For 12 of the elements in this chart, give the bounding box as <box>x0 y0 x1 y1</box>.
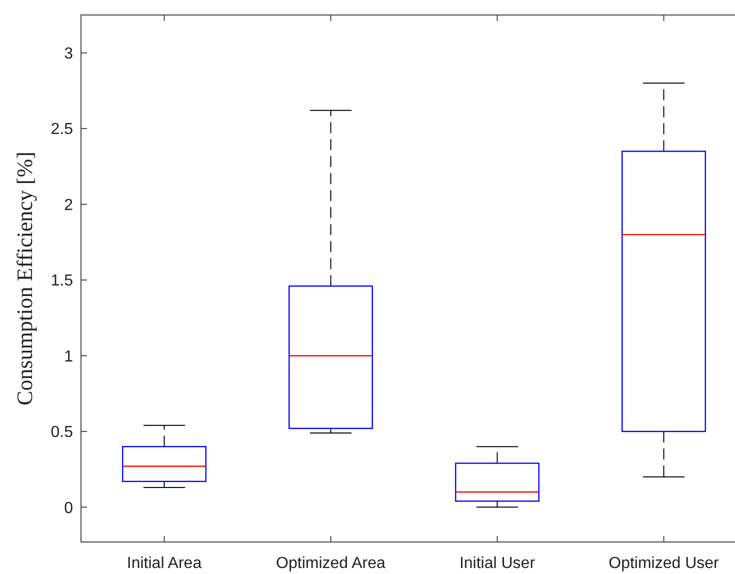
x-tick-label: Optimized Area <box>276 555 386 572</box>
x-tick-label: Initial User <box>459 555 536 572</box>
y-tick-label: 2.5 <box>50 121 74 138</box>
x-tick-label: Initial Area <box>126 555 202 572</box>
x-tick-label: Optimized User <box>608 555 720 572</box>
y-tick-label: 0 <box>64 500 74 517</box>
y-tick-label: 0.5 <box>50 424 74 442</box>
y-axis-title: Consumption Efficiency [%] <box>12 152 37 406</box>
y-tick-label: 1 <box>64 348 74 366</box>
y-tick-label: 3 <box>64 45 74 62</box>
y-tick-label: 1.5 <box>50 272 74 290</box>
y-tick-label: 2 <box>64 196 74 214</box>
